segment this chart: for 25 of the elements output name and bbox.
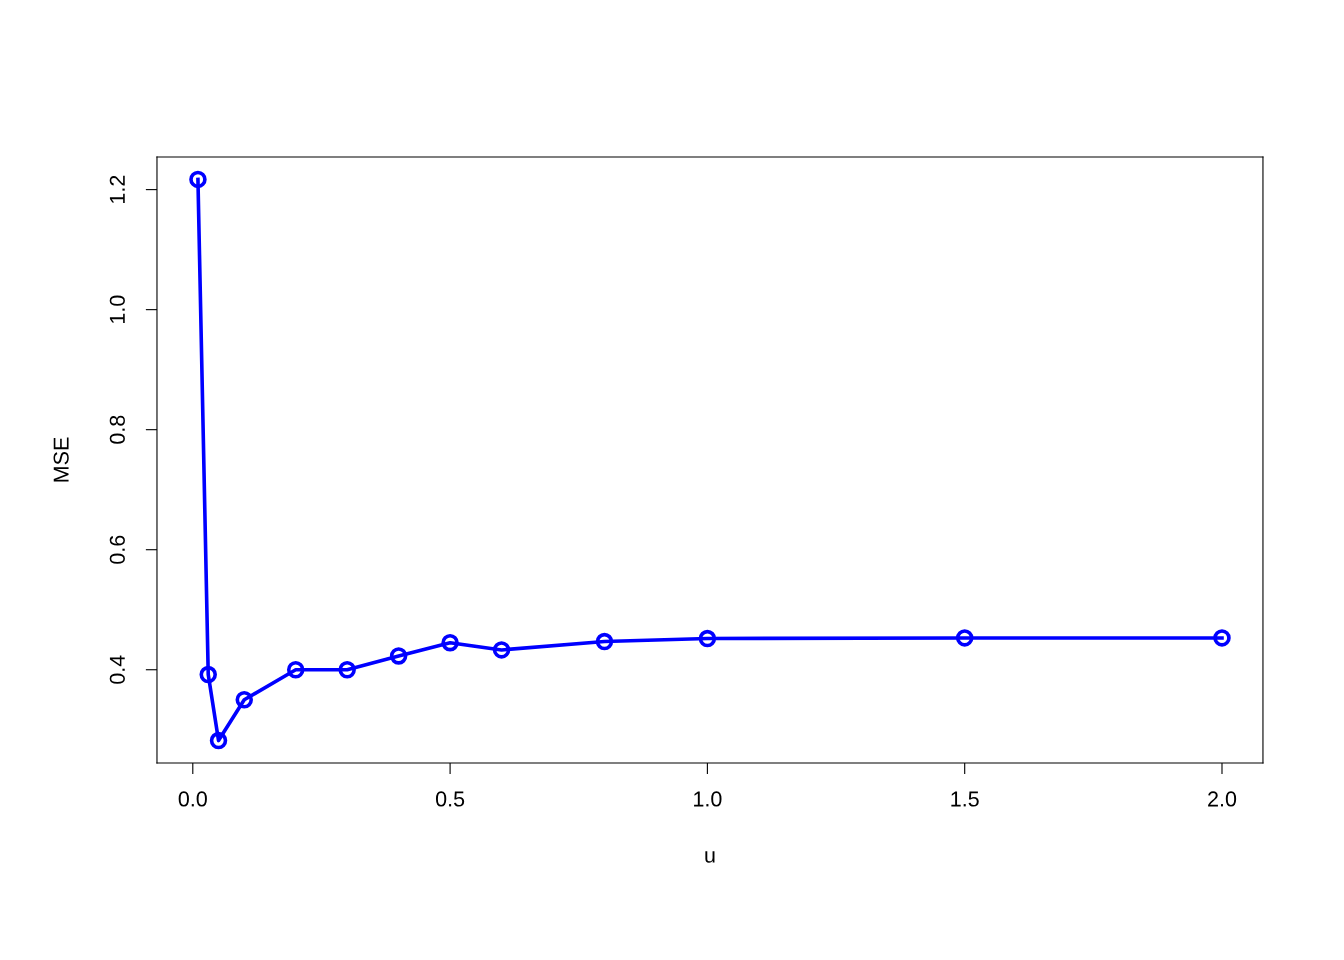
point [235, 691, 254, 709]
point [338, 660, 356, 679]
point [389, 647, 408, 665]
x-axis-title: u [705, 851, 715, 863]
x-tick-label: 1.5 [951, 791, 979, 807]
y-tick-label: 0.6 [109, 535, 125, 564]
point [199, 665, 217, 684]
x-tick-label: 2.0 [1208, 791, 1237, 807]
point [955, 629, 974, 647]
point [698, 629, 717, 648]
point [595, 632, 614, 651]
y-tick-label: 1.2 [109, 175, 125, 203]
point [441, 633, 459, 652]
point [189, 170, 207, 189]
point [286, 660, 305, 679]
y-tick-label: 1.0 [109, 295, 125, 323]
y-tick-label: 0.8 [109, 415, 125, 444]
point [492, 641, 511, 659]
x-tick-label: 0.0 [178, 791, 207, 807]
x-tick-label: 0.5 [435, 791, 465, 807]
point [1213, 629, 1231, 647]
y-axis-title: MSE [53, 437, 69, 482]
y-tick-label: 0.4 [109, 655, 125, 684]
x-tick-label: 1.0 [694, 791, 722, 807]
point [209, 731, 228, 750]
